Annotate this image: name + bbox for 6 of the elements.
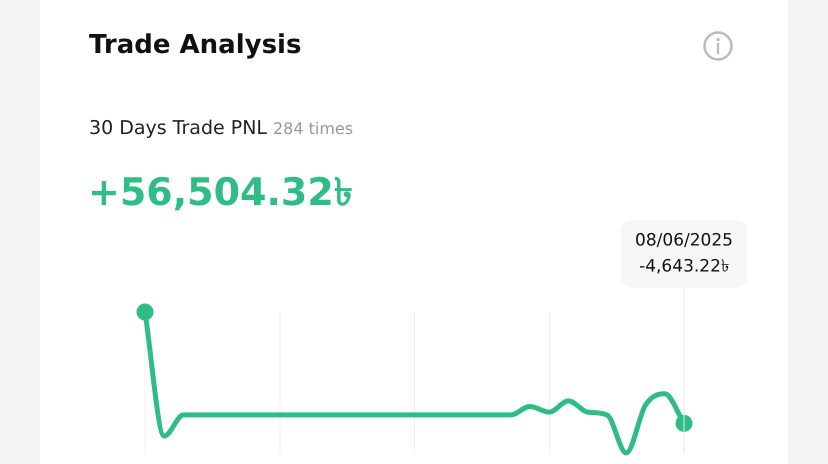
chart-title: Trade Analysis (89, 30, 302, 60)
chart-subtitle: 30 Days Trade PNL (89, 117, 267, 139)
text: +56,504.32৳ (88, 169, 353, 216)
text: 284 times (273, 119, 354, 138)
text: 08/06/2025 (635, 230, 733, 250)
text: -4,643.22৳ (639, 256, 729, 276)
